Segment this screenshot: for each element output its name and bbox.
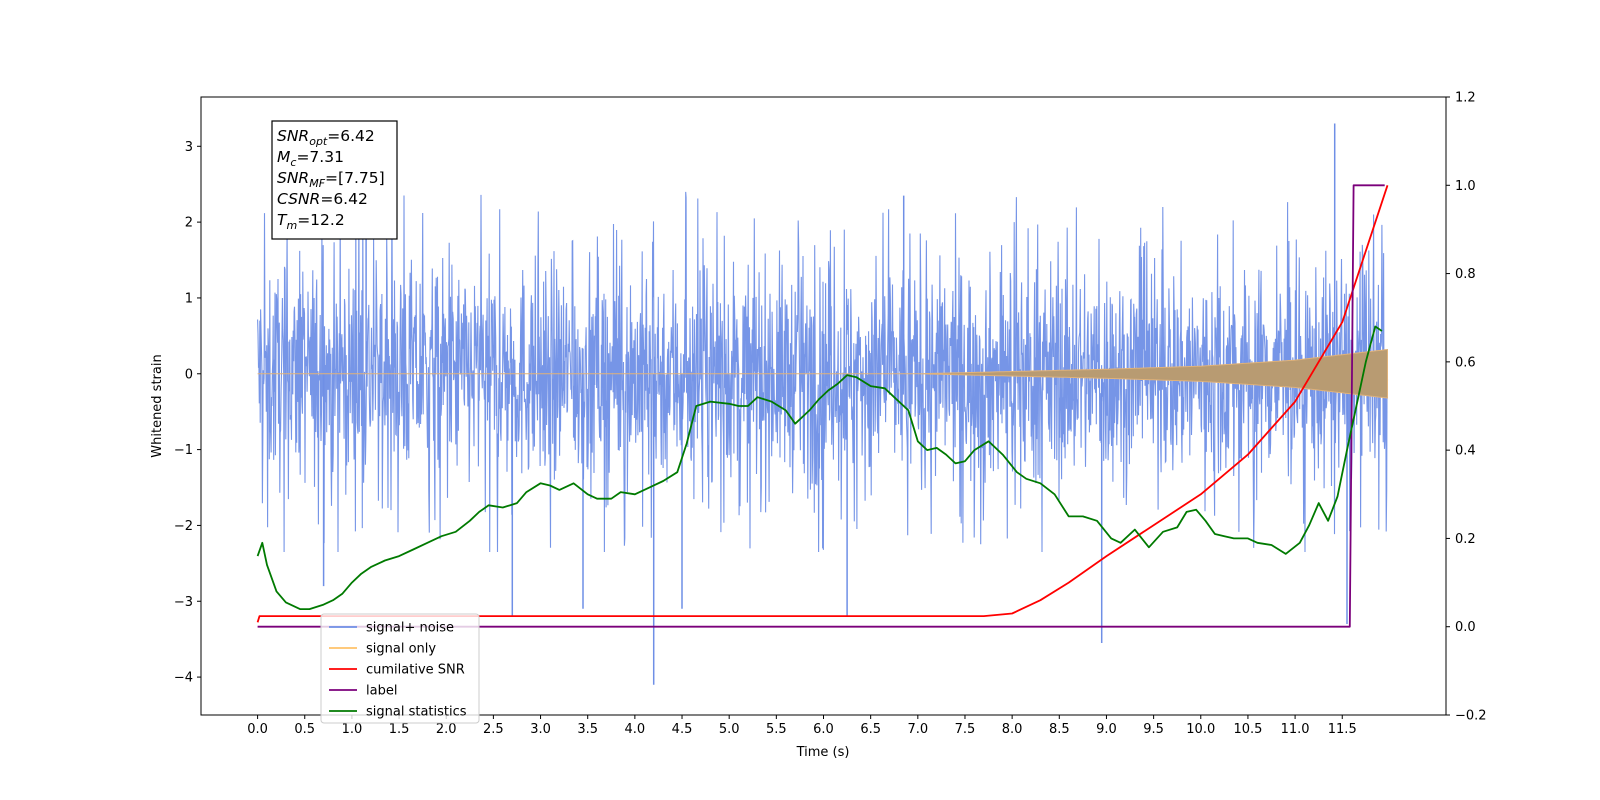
x-tick-label-23: 11.5 [1328,722,1357,737]
x-axis-label: Time (s) [796,745,850,760]
series-signal-statistics-line [256,325,1383,610]
series-cumulative-snr-line [256,185,1389,623]
y-tick-label-5: −2 [174,519,193,534]
legend: signal+ noise signal only cumilative SNR la… [320,613,480,724]
x-tick-label-15: 7.5 [955,722,976,737]
legend-label-2: cumilative SNR [366,663,465,678]
y-tick-label-4: −1 [174,443,193,458]
x-tick-label-10: 5.0 [719,722,740,737]
x-tick-label-21: 10.5 [1233,722,1262,737]
x-tick-label-8: 4.0 [625,722,646,737]
x-tick-label-16: 8.0 [1002,722,1023,737]
x-tick-label-2: 1.0 [342,722,363,737]
x-tick-label-19: 9.5 [1143,722,1164,737]
y-tick-label-1: 2 [185,216,193,231]
annotation-line-4: Tm=12.2 [277,211,345,232]
x-tick-label-7: 3.5 [577,722,598,737]
legend-label-0: signal+ noise [366,621,454,636]
x-tick-label-9: 4.5 [672,722,693,737]
x-tick-label-17: 8.5 [1049,722,1070,737]
x-tick-label-13: 6.5 [860,722,881,737]
axes-layer: 0.0 0.5 1.0 1.5 2.0 2.5 3.0 3.5 4.0 4.5 5.0 5.5 6.0 6… [174,91,1487,738]
annotation-line-2: SNRMF=[7.75] [277,169,385,190]
y2-tick-label-3: 0.6 [1455,355,1476,370]
y2-tick-label-1: 1.0 [1455,179,1476,194]
legend-label-1: signal only [366,642,436,657]
y2-tick-label-4: 0.4 [1455,444,1476,459]
y-tick-label-3: 0 [185,367,193,382]
y2-tick-label-6: 0.0 [1455,620,1476,635]
legend-frame [320,613,480,724]
x-tick-label-18: 9.0 [1096,722,1117,737]
annotation-line-3: CSNR=6.42 [277,190,368,208]
x-tick-label-0: 0.0 [247,722,268,737]
x-tick-label-1: 0.5 [294,722,315,737]
annotation-line-1: Mc=7.31 [277,148,344,169]
legend-label-3: label [366,684,397,699]
y2-tick-label-5: 0.2 [1455,532,1476,547]
series-signal-only-envelope [257,348,1388,399]
y2-tick-label-2: 0.8 [1455,267,1476,282]
annotation-frame [271,120,398,240]
y-tick-label-7: −4 [174,671,193,686]
x-tick-label-20: 10.0 [1186,722,1215,737]
series-signal-noise-line [257,191,1389,553]
x-tick-label-5: 2.5 [483,722,504,737]
y-axis-label: Whitened strain [150,354,165,457]
series-label-line [257,184,1385,628]
x-tick-label-14: 7.0 [907,722,928,737]
x-tick-label-12: 6.0 [813,722,834,737]
y-tick-label-2: 1 [185,291,193,306]
x-tick-label-3: 1.5 [389,722,410,737]
legend-label-4: signal statistics [366,705,467,720]
x-tick-label-4: 2.0 [436,722,457,737]
x-tick-label-6: 3.0 [530,722,551,737]
x-tick-label-22: 11.0 [1281,722,1310,737]
plot-layer [256,123,1389,685]
annotation-line-0: SNRopt=6.42 [277,127,375,148]
y2-tick-label-0: 1.2 [1455,91,1476,106]
x-tick-label-11: 5.5 [766,722,787,737]
y-tick-label-0: 3 [185,140,193,155]
y-tick-label-6: −3 [174,595,193,610]
y2-tick-label-7: −0.2 [1455,709,1487,724]
